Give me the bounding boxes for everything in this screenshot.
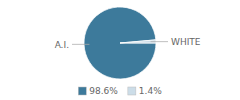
legend-label: 98.6% bbox=[89, 86, 118, 96]
leader-line bbox=[72, 44, 89, 45]
legend-item: 1.4% bbox=[128, 86, 162, 96]
legend-label: 1.4% bbox=[139, 86, 162, 96]
slice-labels: A.I. WHITE bbox=[55, 37, 201, 50]
legend-item: 98.6% bbox=[78, 86, 118, 96]
legend: 98.6% 1.4% bbox=[78, 86, 162, 96]
slice-label: WHITE bbox=[171, 37, 201, 47]
slice-label: A.I. bbox=[55, 39, 69, 49]
legend-swatch bbox=[128, 87, 136, 95]
pie bbox=[84, 7, 156, 79]
chart: A.I. WHITE 98.6% 1.4% bbox=[0, 0, 240, 100]
pie-slice bbox=[84, 7, 156, 79]
legend-swatch bbox=[78, 87, 86, 95]
leader-line bbox=[151, 41, 168, 42]
